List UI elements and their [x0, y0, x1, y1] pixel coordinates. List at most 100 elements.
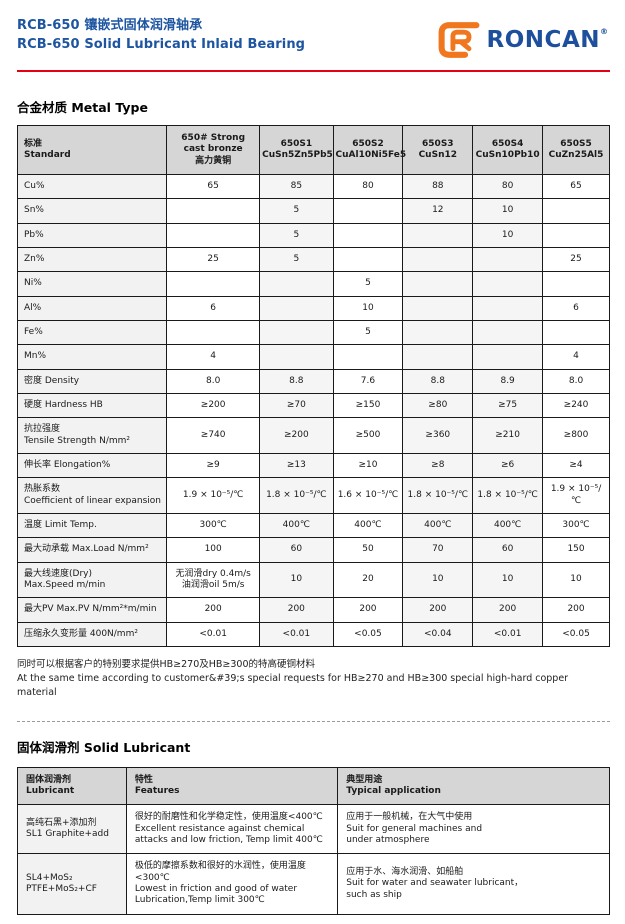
column-header: 固体润滑剂 Lubricant [17, 766, 127, 806]
page-header: RCB-650 镶嵌式固体润滑轴承 RCB-650 Solid Lubrican… [17, 17, 610, 60]
value-cell: 10 [332, 295, 404, 321]
value-cell [259, 271, 334, 297]
value-cell: 5 [259, 198, 334, 224]
value-cell: ≥200 [259, 417, 334, 454]
table-row: 硬度 Hardness HB ≥200 ≥70 ≥150 ≥80 ≥75 ≥240 [16, 392, 610, 419]
value-cell: ≥6 [472, 452, 544, 479]
value-cell [472, 246, 544, 273]
table-row: Cu% 65 85 80 88 80 65 [16, 173, 610, 200]
value-cell: ≥740 [166, 417, 261, 454]
value-cell: ≥360 [402, 417, 474, 454]
value-cell: 50 [332, 537, 404, 563]
section-divider [17, 720, 610, 722]
value-cell [402, 319, 474, 346]
value-cell: ≥4 [542, 452, 610, 479]
document-title: RCB-650 镶嵌式固体润滑轴承 RCB-650 Solid Lubrican… [17, 17, 305, 55]
row-label: 压缩永久变形量 400N/mm² [16, 621, 168, 647]
column-header: 典型用途 Typical application [337, 766, 610, 806]
row-label: Zn% [16, 246, 168, 273]
value-cell: ≥200 [166, 392, 261, 419]
table-row: 压缩永久变形量 400N/mm² <0.01 <0.01 <0.05 <0.04 <0.0… [16, 621, 610, 647]
row-label: Pb% [16, 222, 168, 248]
value-cell [542, 319, 610, 346]
value-cell [259, 319, 334, 346]
value-cell: 150 [542, 537, 610, 563]
value-cell: 12 [402, 198, 474, 224]
value-cell: 1.9 × 10⁻⁵/℃ [166, 477, 261, 514]
value-cell: 8.8 [402, 368, 474, 394]
value-cell [472, 295, 544, 321]
value-cell: 60 [259, 537, 334, 563]
row-label: Ni% [16, 271, 168, 297]
metal-type-section-title: 合金材质 Metal Type [17, 100, 148, 115]
row-label: 最大动承载 Max.Load N/mm² [16, 537, 168, 563]
value-cell [472, 344, 544, 370]
registered-trademark-icon: ® [600, 26, 608, 36]
value-cell: 65 [542, 173, 610, 200]
value-cell: 6 [166, 295, 261, 321]
row-label: 最大PV Max.PV N/mm²*m/min [16, 597, 168, 623]
column-header: 标准 Standard [16, 125, 168, 175]
table-row: 最大线速度(Dry) Max.Speed m/min 无润滑dry 0.4m/s 油润… [16, 561, 610, 599]
value-cell [542, 271, 610, 297]
value-cell: 20 [332, 561, 404, 599]
value-cell: 6 [542, 295, 610, 321]
document-title-zh: RCB-650 镶嵌式固体润滑轴承 [17, 18, 203, 33]
value-cell [332, 198, 404, 224]
value-cell: 200 [332, 597, 404, 623]
value-cell: 5 [259, 246, 334, 273]
value-cell: 应用于水、海水润滑、如船舶 Suit for water and seawater… [337, 853, 610, 915]
row-label: 最大线速度(Dry) Max.Speed m/min [16, 561, 168, 599]
value-cell: 10 [472, 198, 544, 224]
table-row: 高纯石黑+添加剂 SL1 Graphite+add 很好的耐磨性和化学稳定性，使用温… [17, 804, 610, 855]
value-cell: 1.6 × 10⁻⁵/℃ [332, 477, 404, 514]
value-cell [332, 344, 404, 370]
table-row: 热胀系数 Coefficient of linear expansion 1.9 ×… [16, 477, 610, 514]
value-cell: 60 [472, 537, 544, 563]
row-label: Fe% [16, 319, 168, 346]
value-cell: <0.01 [259, 621, 334, 647]
value-cell [166, 271, 261, 297]
table-row: Zn% 25 5 25 [16, 246, 610, 273]
table-row: Mn% 4 4 [16, 344, 610, 370]
value-cell: 1.8 × 10⁻⁵/℃ [402, 477, 474, 514]
value-cell: 10 [472, 222, 544, 248]
value-cell: <0.01 [472, 621, 544, 647]
value-cell [472, 271, 544, 297]
value-cell: 88 [402, 173, 474, 200]
value-cell: <0.05 [332, 621, 404, 647]
value-cell: 5 [259, 222, 334, 248]
column-header: 650S1 CuSn5Zn5Pb5 [259, 125, 334, 175]
value-cell: 1.8 × 10⁻⁵/℃ [259, 477, 334, 514]
value-cell: 很好的耐磨性和化学稳定性，使用温度<400℃ Excellent resistan… [125, 804, 339, 855]
value-cell [166, 222, 261, 248]
table-row: Pb% 5 10 [16, 222, 610, 248]
value-cell: 100 [166, 537, 261, 563]
value-cell: 4 [542, 344, 610, 370]
value-cell: 1.9 × 10⁻⁵/℃ [542, 477, 610, 514]
roncan-logo-icon [436, 20, 482, 60]
table-row: 抗拉强度 Tensile Strength N/mm² ≥740 ≥200 ≥500 ≥3… [16, 417, 610, 454]
table-row: 最大PV Max.PV N/mm²*m/min 200 200 200 200 200 20… [16, 597, 610, 623]
value-cell: 400℃ [402, 512, 474, 539]
header-row: 标准 Standard 650# Strong cast bronze 高力黄铜 650S… [16, 125, 610, 175]
value-cell: 8.8 [259, 368, 334, 394]
column-header: 特性 Features [125, 766, 339, 806]
value-cell: 4 [166, 344, 261, 370]
value-cell: ≥210 [472, 417, 544, 454]
value-cell: 80 [472, 173, 544, 200]
value-cell: 10 [542, 561, 610, 599]
table-row: 伸长率 Elongation% ≥9 ≥13 ≥10 ≥8 ≥6 ≥4 [16, 452, 610, 479]
table-row: Fe% 5 [16, 319, 610, 346]
row-label: Sn% [16, 198, 168, 224]
row-label: Mn% [16, 344, 168, 370]
solid-lubricant-section-title: 固体润滑剂 Solid Lubricant [17, 739, 191, 755]
value-cell: 8.0 [166, 368, 261, 394]
value-cell: 10 [472, 561, 544, 599]
value-cell [332, 246, 404, 273]
table-row: 密度 Density 8.0 8.8 7.6 8.8 8.9 8.0 [16, 368, 610, 394]
header-divider [17, 70, 610, 72]
value-cell [332, 222, 404, 248]
value-cell: <0.01 [166, 621, 261, 647]
